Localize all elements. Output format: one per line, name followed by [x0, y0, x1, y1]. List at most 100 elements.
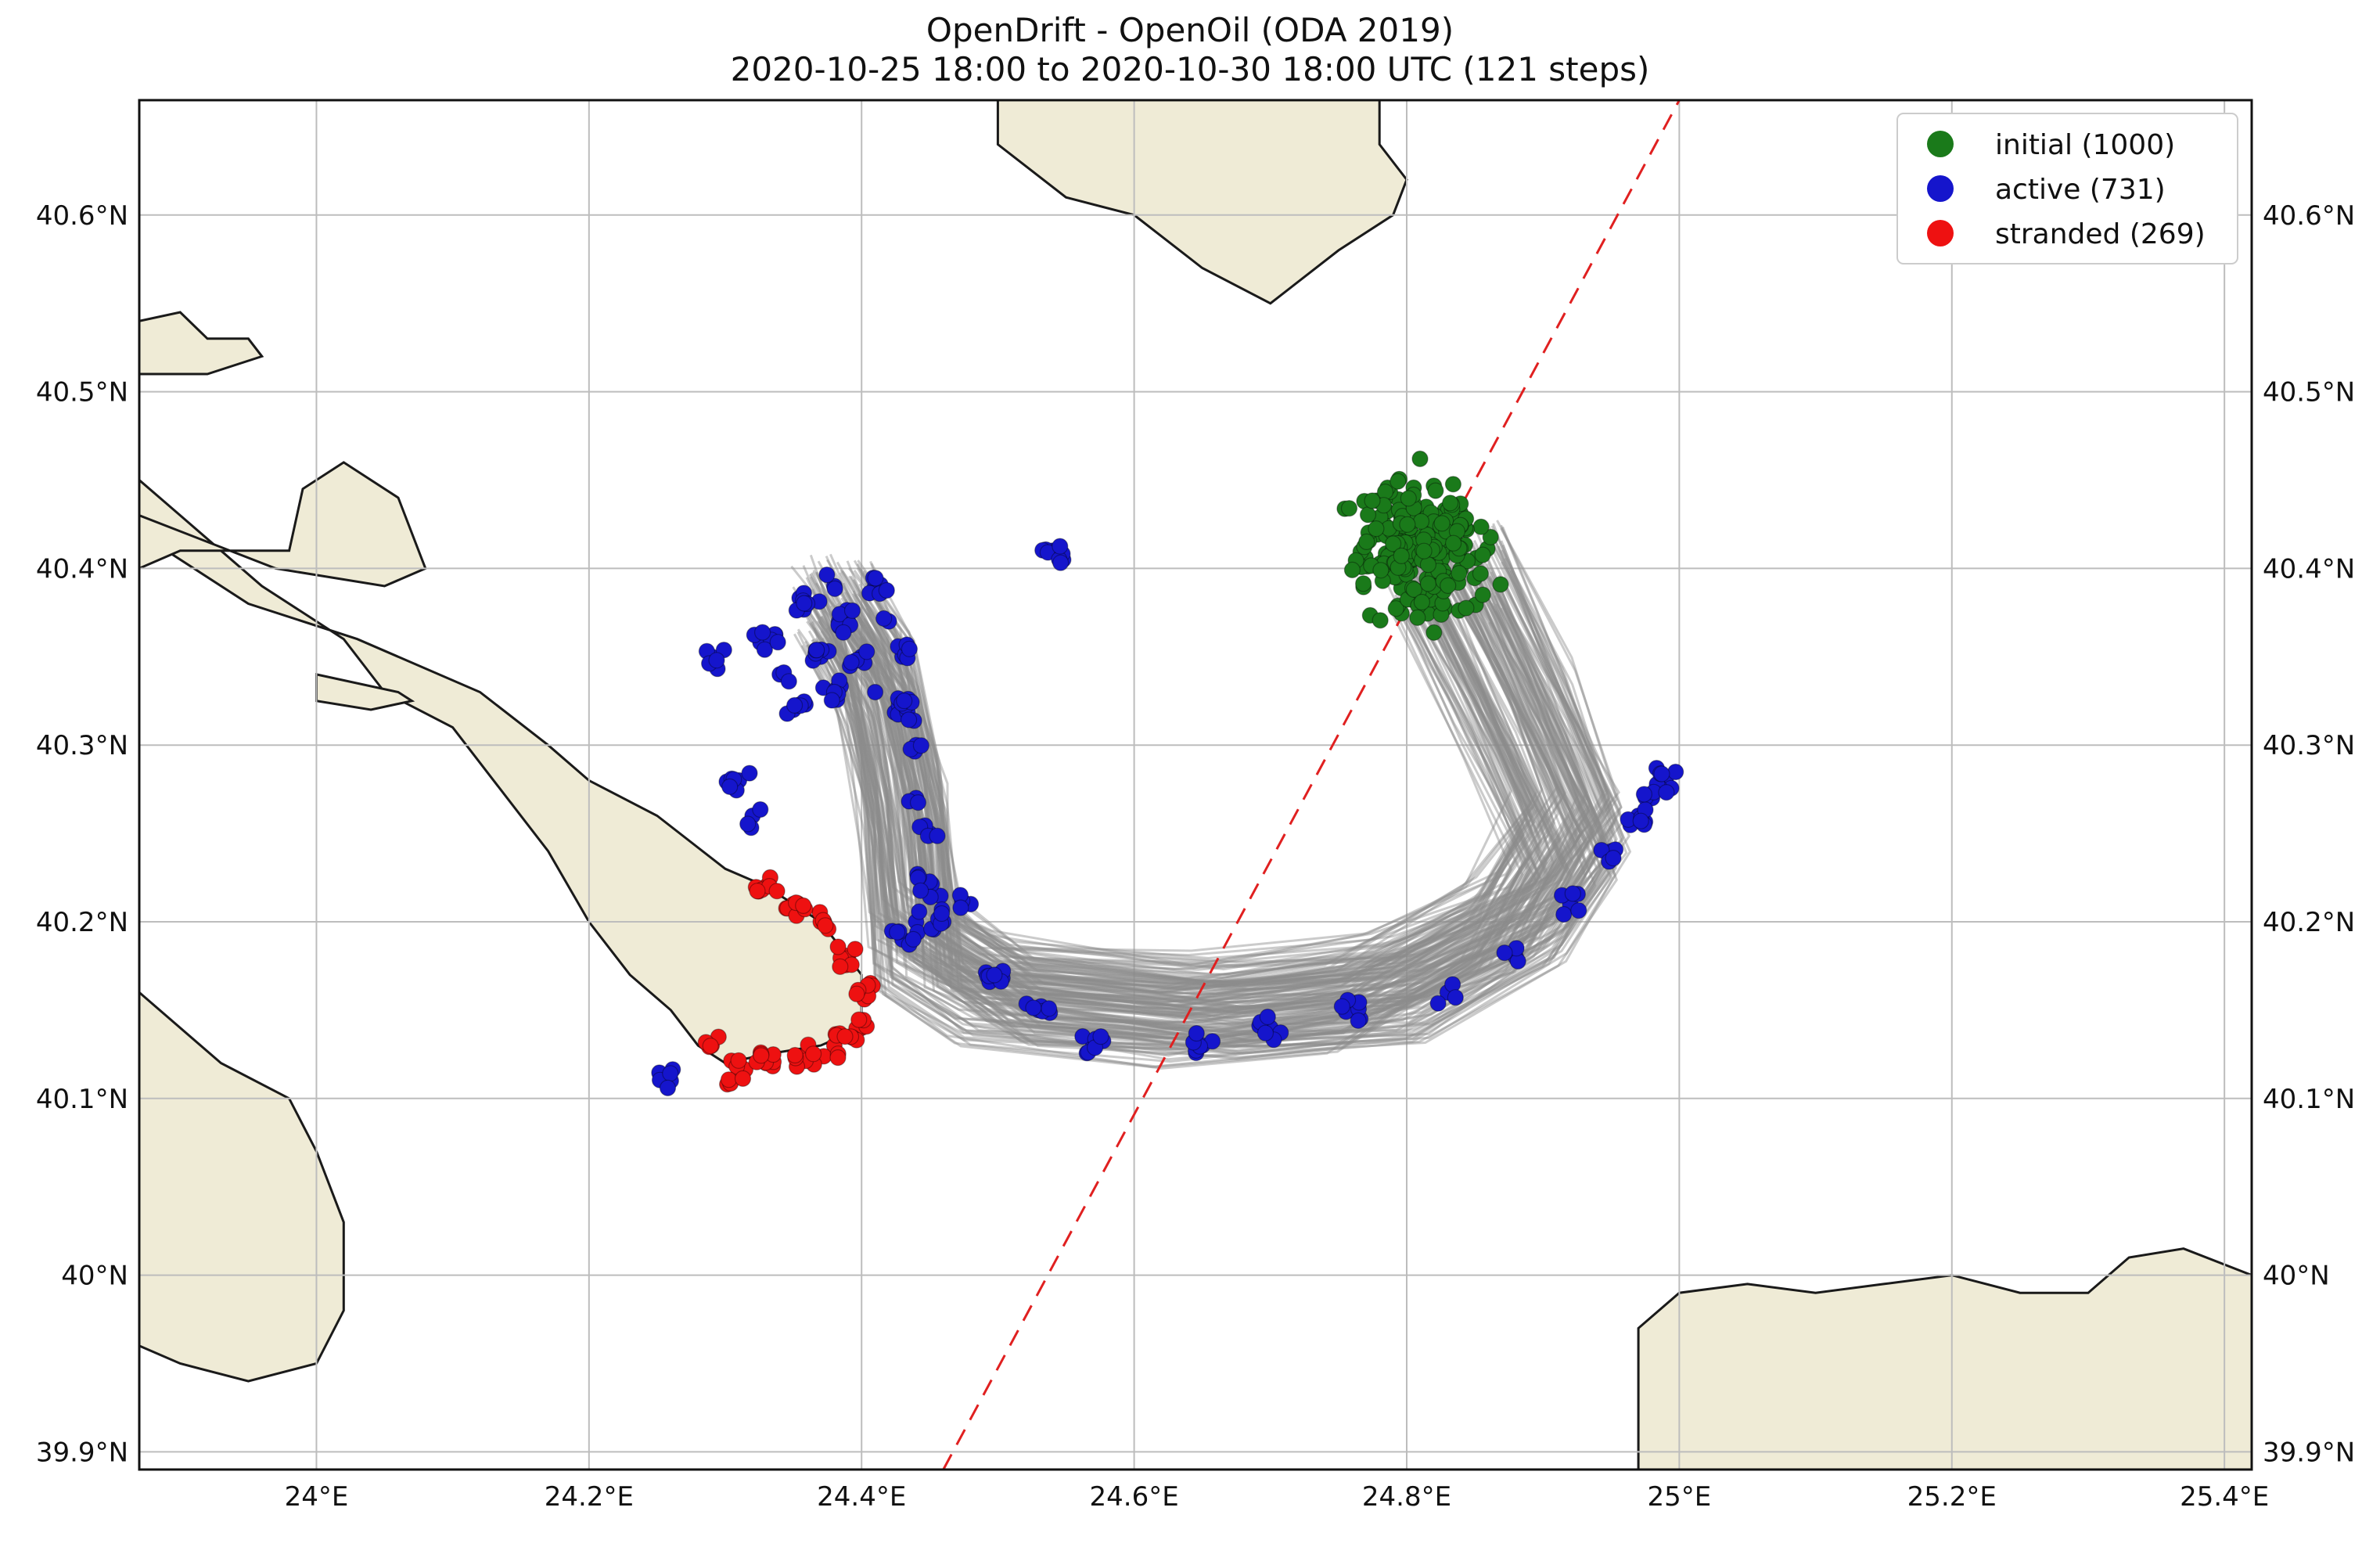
trajectory-line: [821, 558, 1560, 980]
particle-point: [1440, 577, 1457, 595]
map-frame: [138, 99, 2253, 1471]
y-tick-label-right: 39.9°N: [2263, 1437, 2355, 1468]
x-tick-label: 24.4°E: [817, 1481, 906, 1513]
particle-point: [1632, 812, 1649, 829]
trajectory-line: [811, 530, 1533, 991]
trajectory-line: [804, 620, 1541, 1051]
trajectory-line: [853, 594, 1616, 1048]
trajectory-line: [821, 605, 1547, 1049]
trajectory-line: [829, 576, 1558, 1013]
particle-point: [1441, 495, 1459, 512]
x-tick-label: 24.2°E: [545, 1481, 634, 1513]
trajectory-line: [807, 615, 1524, 1069]
y-tick-label-left: 40.2°N: [36, 907, 128, 938]
trajectory-line: [802, 535, 1530, 993]
trajectory-line: [840, 611, 1587, 1040]
land-polygon-1: [139, 461, 427, 588]
trajectory-line: [822, 578, 1555, 1006]
particle-point: [911, 882, 929, 899]
legend-label-initial: initial (1000): [1995, 129, 2175, 161]
trajectory-line: [825, 549, 1555, 985]
trajectory-line: [839, 557, 1575, 984]
particle-point: [662, 1065, 679, 1082]
particle-point: [1427, 482, 1444, 499]
particle-point: [796, 595, 813, 612]
trajectory-line: [865, 586, 1632, 1048]
particle-point: [756, 641, 774, 658]
legend-marker-active: [1927, 175, 1954, 202]
particle-point: [1358, 533, 1375, 551]
particle-point: [1025, 999, 1042, 1016]
particle-point: [1412, 513, 1430, 530]
particle-point: [875, 610, 893, 628]
particle-point: [1653, 765, 1670, 782]
trajectory-line: [814, 609, 1539, 1050]
land-polygon-6: [1637, 1247, 2252, 1470]
trajectory-line: [811, 559, 1536, 1006]
particle-point: [1343, 561, 1361, 579]
trajectory-line: [806, 557, 1533, 1004]
particle-point: [904, 930, 922, 948]
y-tick-label-right: 40.5°N: [2263, 377, 2355, 408]
x-tick-label: 25.4°E: [2180, 1481, 2269, 1513]
particle-point: [896, 692, 913, 710]
y-tick-label-right: 40°N: [2263, 1261, 2330, 1292]
particle-point: [1333, 998, 1350, 1015]
series-1: [651, 538, 1684, 1097]
legend-marker-stranded: [1927, 220, 1954, 246]
trajectory-line: [834, 567, 1583, 987]
particle-point: [1419, 575, 1437, 592]
x-tick-label: 25°E: [1648, 1481, 1712, 1513]
trajectory-line: [802, 569, 1523, 1026]
x-tick-label: 24°E: [285, 1481, 349, 1513]
trajectory-line: [861, 538, 1614, 984]
series-2: [697, 869, 881, 1093]
land-layer: [139, 100, 2252, 1470]
particle-point: [1393, 547, 1410, 565]
x-tick-label: 24.8°E: [1362, 1481, 1451, 1513]
particle-point: [911, 903, 928, 920]
particle-point: [866, 683, 884, 701]
trajectory-line: [804, 566, 1533, 1004]
trajectory-line: [862, 525, 1623, 991]
particle-point: [1368, 520, 1385, 538]
particle-point: [721, 778, 739, 796]
particle-point: [933, 905, 951, 923]
trajectory-line: [851, 575, 1614, 1031]
particle-point: [823, 692, 840, 709]
trajectory-line: [851, 610, 1612, 1060]
particle-point: [1429, 995, 1447, 1012]
trajectory-line: [865, 527, 1623, 991]
trajectory-line: [839, 541, 1587, 977]
trajectory-line: [846, 591, 1587, 1034]
trajectory-line: [814, 547, 1548, 991]
trajectory-line: [863, 610, 1618, 1059]
trajectory-line: [809, 532, 1533, 986]
trajectory-line: [813, 556, 1533, 1008]
particle-point: [1354, 575, 1372, 592]
trajectory-line: [858, 530, 1612, 988]
trajectory-line: [836, 570, 1583, 1018]
trajectory-line: [838, 576, 1590, 1009]
particle-point: [753, 1047, 770, 1064]
trajectory-line: [811, 602, 1543, 1061]
trajectory-line: [818, 594, 1562, 1027]
particle-point: [848, 985, 865, 1002]
particle-point: [808, 642, 825, 659]
particle-point: [1364, 492, 1381, 509]
particle-point: [795, 897, 812, 915]
particle-point: [1411, 450, 1429, 468]
y-tick-label-left: 40.1°N: [36, 1084, 128, 1115]
trajectory-line: [870, 591, 1616, 1042]
particle-point: [769, 634, 786, 651]
trajectory-line: [804, 553, 1531, 1003]
particle-point: [1092, 1027, 1109, 1045]
particle-point: [1444, 534, 1462, 552]
trajectory-line: [869, 526, 1611, 985]
trajectory-line: [832, 556, 1575, 995]
particle-point: [1658, 783, 1675, 801]
legend-marker-initial: [1927, 131, 1954, 157]
particle-point: [1605, 849, 1622, 867]
trajectory-line: [815, 584, 1560, 1018]
trajectory-line: [796, 594, 1532, 1056]
